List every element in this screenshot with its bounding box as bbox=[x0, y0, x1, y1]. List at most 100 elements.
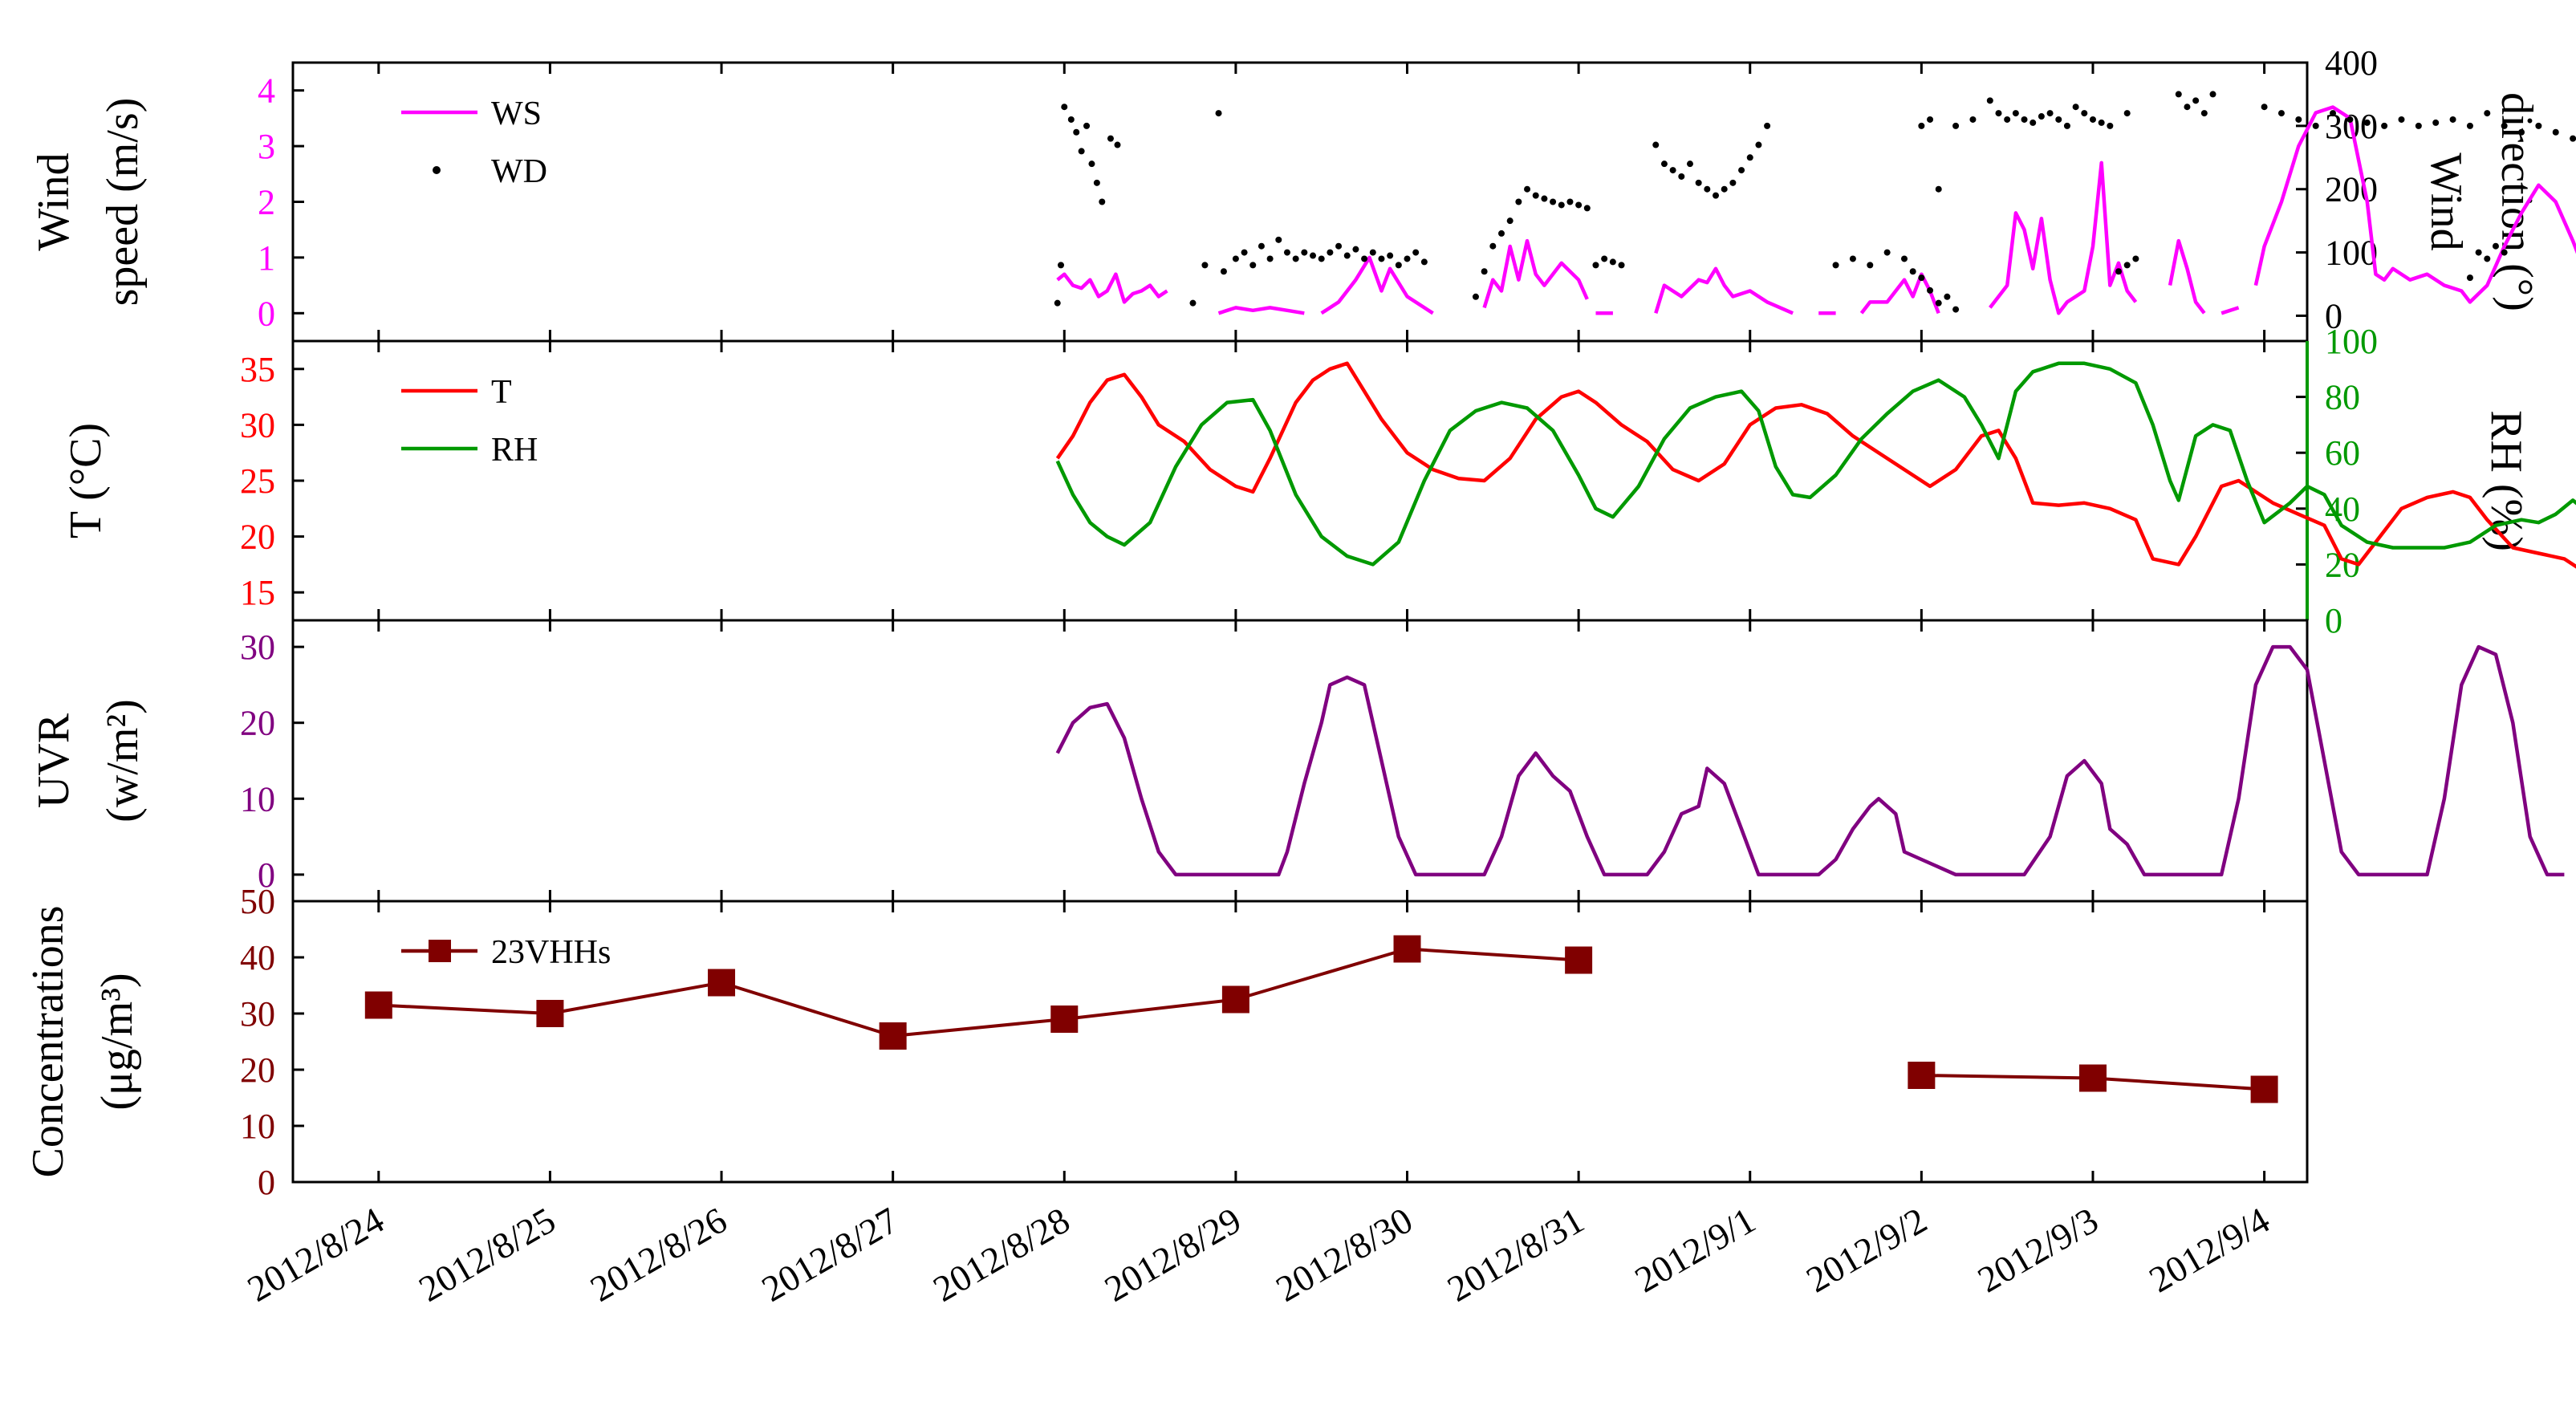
x-date-label: 2012/8/25 bbox=[412, 1199, 562, 1309]
wd-point bbox=[1532, 192, 1539, 199]
wd-point bbox=[1832, 262, 1839, 269]
x-date-label: 2012/8/29 bbox=[1098, 1199, 1248, 1309]
y-axis-label: UVR bbox=[29, 713, 79, 808]
wd-point bbox=[1541, 195, 1548, 202]
wd-point bbox=[1721, 185, 1728, 193]
y-tick-label: 50 bbox=[240, 882, 275, 921]
y-tick-label: 25 bbox=[240, 461, 275, 501]
wd-point bbox=[1275, 236, 1282, 243]
wd-point bbox=[2501, 122, 2508, 129]
conc-marker bbox=[708, 969, 736, 997]
wd-point bbox=[1944, 293, 1951, 300]
conc-marker bbox=[1221, 985, 1249, 1014]
y2-tick-label: 200 bbox=[2325, 170, 2378, 209]
wd-point bbox=[1713, 192, 1720, 199]
x-date-label: 2012/8/31 bbox=[1440, 1199, 1591, 1309]
conc-marker bbox=[536, 1000, 564, 1027]
wd-point bbox=[1054, 299, 1061, 307]
y-tick-label: 20 bbox=[240, 704, 275, 743]
wd-point bbox=[2055, 116, 2062, 123]
wd-point bbox=[2492, 242, 2499, 250]
series-23vhhs bbox=[364, 935, 2278, 1103]
wd-point bbox=[2466, 122, 2473, 129]
wd-point bbox=[2501, 249, 2508, 256]
y-axis-label: T (°C) bbox=[61, 423, 111, 538]
wd-point bbox=[1550, 198, 1557, 205]
wd-point bbox=[1558, 201, 1565, 209]
wd-point bbox=[2484, 110, 2491, 117]
wd-point bbox=[2484, 255, 2491, 262]
wd-point bbox=[1935, 185, 1942, 193]
wd-point bbox=[1609, 258, 1616, 266]
wd-point bbox=[1660, 160, 1668, 168]
y-tick-label: 35 bbox=[240, 350, 275, 389]
wd-point bbox=[1073, 128, 1080, 136]
wd-point bbox=[1201, 262, 1209, 269]
conc-marker bbox=[1908, 1062, 1936, 1089]
wd-point bbox=[1369, 249, 1376, 256]
wd-point bbox=[1935, 299, 1942, 307]
x-date-label: 2012/8/26 bbox=[583, 1199, 733, 1309]
conc-marker bbox=[2250, 1075, 2278, 1103]
wd-point bbox=[2415, 122, 2422, 129]
wd-point bbox=[2115, 268, 2123, 275]
wd-point bbox=[1901, 255, 1908, 262]
y-tick-label: 10 bbox=[240, 779, 275, 819]
series-line bbox=[1055, 361, 2576, 567]
wd-point bbox=[2098, 119, 2105, 126]
y-axis-label: Wind bbox=[29, 152, 79, 250]
wd-point bbox=[1327, 249, 1334, 256]
wd-point bbox=[1283, 249, 1290, 256]
y-tick-label: 4 bbox=[258, 71, 275, 111]
y-axis-label: (w/m²) bbox=[98, 699, 148, 823]
wd-point bbox=[2200, 110, 2208, 117]
conc-marker bbox=[1565, 946, 1593, 974]
wd-point bbox=[1952, 122, 1960, 129]
wd-point bbox=[1058, 262, 1065, 269]
wd-point bbox=[2107, 122, 2114, 129]
wd-point bbox=[2346, 116, 2354, 123]
wd-point bbox=[2123, 262, 2131, 269]
wd-point bbox=[1489, 242, 1497, 250]
wd-point bbox=[2475, 249, 2482, 256]
series-uvr bbox=[1055, 644, 2565, 877]
wd-point bbox=[1412, 249, 1420, 256]
wd-point bbox=[1404, 255, 1411, 262]
x-date-label: 2012/8/27 bbox=[755, 1199, 905, 1309]
wd-point bbox=[1352, 246, 1359, 253]
series-line bbox=[1654, 266, 1794, 315]
wd-point bbox=[1729, 179, 1737, 186]
wd-point bbox=[2184, 104, 2191, 111]
conc-marker bbox=[364, 991, 392, 1019]
legend: WS WD bbox=[401, 95, 547, 190]
y-tick-label: 0 bbox=[258, 294, 275, 333]
wd-point bbox=[2132, 255, 2139, 262]
wd-point bbox=[1969, 116, 1977, 123]
series-line bbox=[1055, 361, 2576, 569]
wd-point bbox=[1498, 230, 1505, 237]
panel-frame bbox=[291, 900, 2309, 1184]
wd-point bbox=[1114, 141, 1121, 148]
panel-uvr: 0 10 20 30 UVR (w/m²) bbox=[29, 619, 2565, 903]
wd-point bbox=[1927, 286, 1934, 294]
wd-point bbox=[1387, 252, 1394, 259]
wd-point bbox=[1909, 268, 1916, 275]
x-date-label: 2012/9/2 bbox=[1799, 1199, 1933, 1300]
wd-point bbox=[1746, 154, 1753, 161]
wd-point bbox=[2466, 274, 2473, 282]
y2-tick-label: 100 bbox=[2325, 234, 2378, 273]
wd-point bbox=[2432, 119, 2440, 126]
wd-point bbox=[1592, 262, 1599, 269]
series-line bbox=[378, 947, 1579, 1038]
wd-point bbox=[1704, 185, 1711, 193]
wd-point bbox=[1343, 252, 1351, 259]
wd-point bbox=[1764, 122, 1771, 129]
y2-tick-label: 40 bbox=[2325, 490, 2360, 529]
wd-point bbox=[2012, 110, 2019, 117]
y-tick-label: 30 bbox=[240, 994, 275, 1034]
wd-point bbox=[1883, 249, 1891, 256]
wd-point bbox=[1249, 262, 1257, 269]
series-line bbox=[2253, 105, 2576, 304]
wd-point bbox=[2081, 110, 2088, 117]
